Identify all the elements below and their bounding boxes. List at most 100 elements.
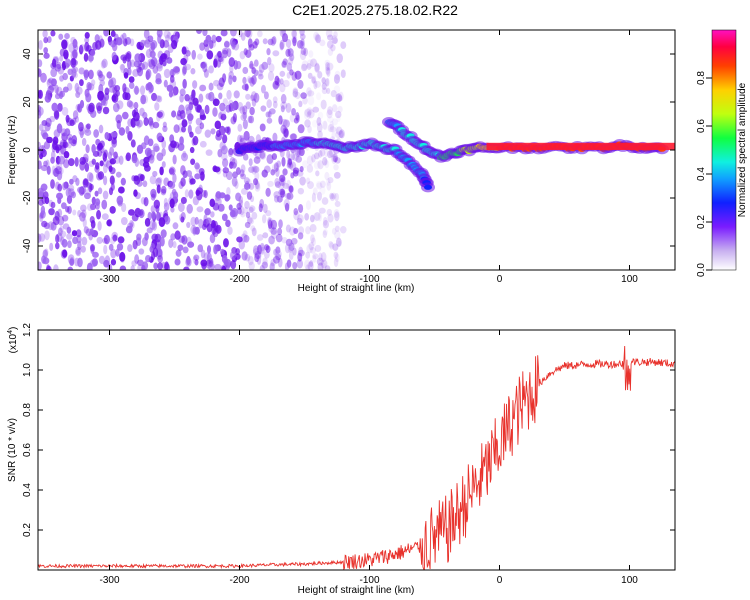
noise-dot xyxy=(289,133,297,141)
noise-dot xyxy=(50,156,55,164)
noise-dot xyxy=(63,51,69,60)
noise-dot xyxy=(301,60,309,71)
noise-dot xyxy=(98,124,104,134)
noise-dot xyxy=(186,203,193,214)
noise-dot xyxy=(259,151,266,159)
noise-dot xyxy=(254,179,260,190)
noise-dot xyxy=(291,36,298,44)
noise-dot xyxy=(276,195,283,203)
noise-dot xyxy=(125,225,133,234)
noise-dot xyxy=(61,238,68,248)
noise-dot xyxy=(84,162,90,173)
noise-dot xyxy=(96,236,103,244)
noise-dot xyxy=(299,165,304,173)
noise-dot xyxy=(175,249,182,257)
noise-dot xyxy=(145,36,151,45)
noise-dot xyxy=(242,66,249,75)
noise-dot xyxy=(305,177,311,185)
noise-dot xyxy=(199,42,205,51)
noise-dot xyxy=(305,226,311,235)
noise-dot xyxy=(38,59,43,68)
noise-dot xyxy=(40,183,48,192)
noise-dot xyxy=(95,162,100,170)
noise-dot xyxy=(251,98,257,107)
noise-dot xyxy=(295,147,301,158)
noise-dot xyxy=(228,204,233,211)
noise-dot xyxy=(321,87,328,95)
noise-dot xyxy=(185,106,192,116)
noise-dot xyxy=(311,237,316,246)
noise-dot xyxy=(144,39,151,48)
noise-dot xyxy=(86,123,91,130)
noise-dot xyxy=(317,262,324,270)
noise-dot xyxy=(244,30,251,38)
noise-dot xyxy=(227,226,233,235)
noise-dot xyxy=(280,93,287,104)
noise-dot xyxy=(221,145,228,155)
noise-dot xyxy=(336,53,343,64)
noise-dot xyxy=(61,106,69,116)
noise-dot xyxy=(217,149,223,158)
noise-dot xyxy=(304,213,310,221)
noise-dot xyxy=(111,94,117,102)
x-tick-label: -100 xyxy=(359,274,379,285)
noise-dot xyxy=(312,106,320,113)
noise-dot xyxy=(172,86,179,96)
noise-dot xyxy=(231,41,236,50)
noise-dot xyxy=(225,219,231,228)
noise-dot xyxy=(96,171,103,181)
noise-dot xyxy=(332,37,338,44)
noise-dot xyxy=(89,228,94,236)
noise-dot xyxy=(110,248,117,259)
noise-dot xyxy=(206,223,213,233)
noise-dot xyxy=(195,117,202,126)
noise-dot xyxy=(194,162,200,170)
noise-dot xyxy=(103,259,110,268)
noise-dot xyxy=(307,72,313,79)
noise-dot xyxy=(166,57,173,64)
noise-dot xyxy=(92,251,99,258)
noise-dot xyxy=(281,61,287,69)
noise-dot xyxy=(190,216,197,227)
noise-dot xyxy=(75,177,80,186)
noise-dot xyxy=(307,261,314,270)
noise-dot xyxy=(282,58,288,66)
colorbar-ticks: 0.0 0.2 0.4 0.6 0.8 xyxy=(696,71,712,277)
noise-dot xyxy=(199,140,207,148)
noise-dot xyxy=(335,110,342,119)
noise-dot xyxy=(320,252,327,262)
noise-dot xyxy=(242,153,249,161)
noise-dot xyxy=(214,263,222,270)
noise-dot xyxy=(274,195,280,203)
noise-dot xyxy=(125,125,130,135)
y-tick-label: 1.0 xyxy=(22,363,33,377)
noise-dot xyxy=(316,122,323,133)
noise-dot xyxy=(156,132,163,142)
noise-dot xyxy=(58,155,66,165)
noise-dot xyxy=(205,149,213,156)
noise-dot xyxy=(38,199,44,206)
noise-dot xyxy=(212,202,220,211)
noise-dot xyxy=(57,208,63,217)
noise-dot xyxy=(86,203,93,212)
noise-dot xyxy=(88,69,94,80)
noise-dot xyxy=(205,34,212,43)
noise-dot xyxy=(321,82,327,91)
noise-dot xyxy=(299,30,305,37)
noise-dot xyxy=(192,97,199,107)
noise-dot xyxy=(184,63,192,71)
noise-dot xyxy=(97,149,103,157)
snr-y-axis-label: SNR (10 * v/v) xyxy=(7,418,18,482)
noise-dot xyxy=(306,111,312,119)
noise-dot xyxy=(168,90,174,98)
noise-dot xyxy=(150,193,156,201)
noise-dot xyxy=(39,188,47,198)
noise-dot xyxy=(167,31,172,39)
noise-dot xyxy=(63,151,70,159)
noise-dot xyxy=(38,109,42,119)
noise-dot xyxy=(254,38,260,46)
noise-dot xyxy=(53,264,59,270)
noise-dot xyxy=(109,158,117,165)
noise-dot xyxy=(50,30,56,37)
noise-dot xyxy=(62,182,67,191)
